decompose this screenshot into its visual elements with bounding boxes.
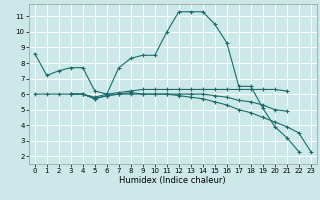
- X-axis label: Humidex (Indice chaleur): Humidex (Indice chaleur): [119, 176, 226, 185]
